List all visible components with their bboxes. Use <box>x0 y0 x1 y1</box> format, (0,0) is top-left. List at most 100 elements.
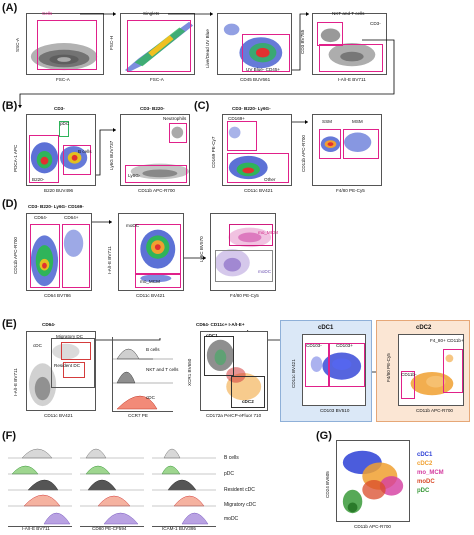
scatter-plot-e4 <box>310 352 362 380</box>
gate-other <box>227 153 289 183</box>
gate-label-singlets: Singlets <box>143 11 160 16</box>
legend-g-cdc1: cDC1 <box>417 452 433 458</box>
gate-resident-dc <box>63 362 85 378</box>
legend-f-2: Resident cDC <box>224 487 255 493</box>
plot-e1 <box>26 331 96 411</box>
plot-a2 <box>120 13 195 75</box>
density-plot-d2 <box>140 229 176 283</box>
gate-label-b220neg: B220- <box>32 177 45 182</box>
x-axis-label: CD11b APC-R700 <box>138 188 175 193</box>
gate-label-ssm: SSM <box>322 119 332 124</box>
x-axis-label: CD11b APC-R700 <box>354 524 391 529</box>
gate-ly6gneg <box>125 165 187 183</box>
plot-c1 <box>222 114 292 186</box>
legend-g-mo-mcm: mo_MCM <box>417 470 444 476</box>
histogram-f2 <box>80 442 144 527</box>
density-plot-c2 <box>320 132 372 152</box>
x-axis-label: CD11c BV421 <box>136 293 165 298</box>
gate-label-modc: moDC <box>126 223 140 228</box>
gate-label-cdc: cDC <box>33 343 42 348</box>
gate-label-neutrophils: Neutrophils <box>163 116 187 121</box>
gate-label-other: Other <box>264 177 276 182</box>
gate-cells <box>37 20 97 70</box>
gate-ssm <box>319 129 341 159</box>
x-axis-label: B220 BUV496 <box>44 188 74 193</box>
gate-mo-mcm <box>135 274 181 288</box>
panel-label-d: (D) <box>2 198 18 210</box>
panel-label-g: (G) <box>316 430 332 442</box>
panel-label-c: (C) <box>194 100 210 112</box>
gate-cd103neg <box>305 343 329 387</box>
y-axis-label: CD169 PE-Cy7 <box>211 136 216 168</box>
gate-label-resident: Resident DC <box>54 363 81 368</box>
x-axis-label: ICAM-1 BUV395 <box>162 526 196 531</box>
gate-cd169pos <box>227 121 257 151</box>
histogram-f3 <box>152 442 216 527</box>
legend-g-pdc: pDC <box>417 488 430 494</box>
x-axis-label: CD80 PE-CF594 <box>92 526 127 531</box>
gate-label-cdc1: cDC1 <box>206 333 218 338</box>
hist-label-cdc: cDC <box>146 395 155 400</box>
x-axis-label: F4/80 PE-Cy5 <box>230 293 259 298</box>
gate-label-d3-mo-mcm: mo_MCM <box>258 230 278 235</box>
gate-label-cd3neg: CD3- <box>370 21 381 26</box>
plot-title-e1: CD64- <box>42 322 56 327</box>
legend-f-0: B cells <box>224 455 239 461</box>
overlay-plot-g <box>342 450 404 514</box>
density-plot-b1 <box>30 142 88 174</box>
plot-d1 <box>26 213 92 291</box>
panel-label-a: (A) <box>2 2 18 14</box>
gate-label-nkt: NKT and T cells <box>332 11 365 16</box>
gate-label-live: UV Blue- CD45+ <box>246 67 281 72</box>
x-axis-label: I-A/I-E BV711 <box>22 526 50 531</box>
x-axis-label: FSC-A <box>150 77 164 82</box>
x-axis-label: FSC-A <box>56 77 70 82</box>
gate-cdc2 <box>231 376 265 408</box>
plot-e3 <box>200 331 268 411</box>
y-axis-label: XCR1 BV650 <box>187 358 192 386</box>
plot-e4 <box>302 334 366 406</box>
legend-f-3: Migratory cDC <box>224 502 256 508</box>
x-axis-label: CD11c BV421 <box>44 413 73 418</box>
gate-nkt-t <box>317 22 343 46</box>
plot-d3 <box>210 213 276 291</box>
y-axis-label: CD11c BV421 <box>291 359 296 388</box>
density-plot-d3 <box>214 227 272 277</box>
plot-b1 <box>26 114 96 186</box>
gate-label-cd64pos: CD64+ <box>64 215 79 220</box>
plot-b2 <box>120 114 190 186</box>
histogram-f2-curves <box>80 448 144 525</box>
panel-label-e: (E) <box>2 318 17 330</box>
gate-label-cd64neg: CD64- <box>34 215 48 220</box>
gate-cd11bneg <box>401 371 415 399</box>
gate-pdc <box>59 121 69 137</box>
x-axis-label: CD11b APC-R700 <box>416 408 453 413</box>
plot-e5 <box>398 334 464 406</box>
box-title-cdc2: cDC2 <box>416 325 432 331</box>
plot-title-c1: CD3- B220- Ly6G- <box>232 106 271 111</box>
gate-b220neg <box>29 135 59 183</box>
density-plot-c1 <box>228 126 268 180</box>
density-plot-b2 <box>130 126 189 180</box>
plot-c2 <box>312 114 382 186</box>
y-axis-label: Ly6G BUV737 <box>109 140 114 170</box>
plot-a1 <box>26 13 104 75</box>
legend-f-1: pDC <box>224 471 235 477</box>
gate-label-ly6gneg: Ly6G- <box>128 173 141 178</box>
gate-singlets <box>127 20 191 72</box>
y-axis-label: SSC-A <box>15 37 20 52</box>
plot-title-b1: CD3- <box>54 106 65 111</box>
y-axis-label: CD11b APC-R700 <box>301 135 306 172</box>
plot-title-e3: CD64- CD11c+ I-A/I-E+ <box>196 322 245 327</box>
gate-neutrophils <box>169 123 187 143</box>
gate-label-cells: Cells <box>42 11 53 16</box>
legend-g-cdc2: cDC2 <box>417 461 433 467</box>
gate-label-msm: MSM <box>352 119 363 124</box>
y-axis-label: I-A/I-E BV711 <box>13 368 18 396</box>
gate-modc <box>135 224 181 274</box>
plot-a3 <box>217 13 292 75</box>
gate-f480-cd11b <box>443 349 463 393</box>
y-axis-label: Ly6C BV570 <box>199 236 204 262</box>
gate-label-d3-modc: moDC <box>258 269 272 274</box>
histogram-f1 <box>8 442 72 527</box>
